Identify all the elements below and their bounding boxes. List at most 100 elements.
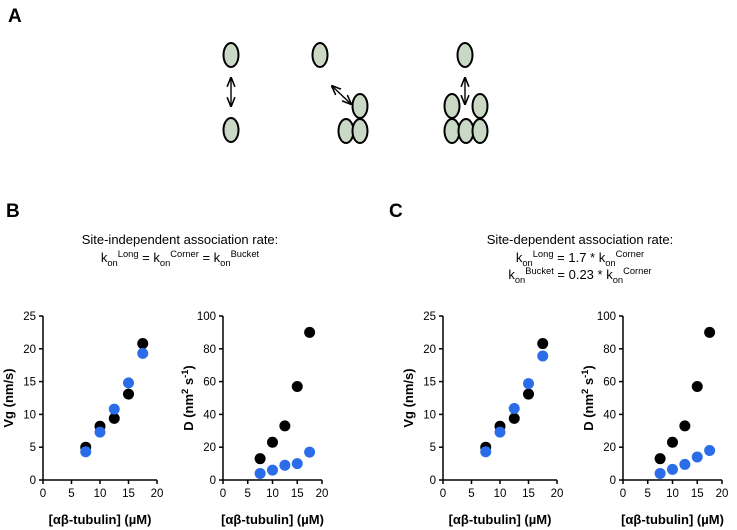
chart: 0 20 40 60 80 100 0 5 10 15 20 [αβ-tubulin] (µM) D (… [580, 311, 728, 527]
subunit [443, 93, 461, 119]
x-tick-label: 20 [151, 488, 164, 500]
x-axis-label: [αβ-tubulin] (µM) [49, 512, 152, 527]
y-tick-label: 10 [23, 409, 36, 421]
point [267, 436, 278, 448]
y-tick-label: 40 [203, 409, 216, 421]
equation: konBucket = 0.23 * konCorner [508, 266, 651, 285]
point [279, 459, 291, 471]
x-tick-label: 10 [494, 488, 507, 500]
text-run: s [581, 378, 596, 389]
x-tick-label: 10 [666, 488, 679, 500]
text-run: k [153, 250, 160, 265]
point [291, 381, 303, 393]
y-tick-label: 20 [203, 442, 216, 454]
y-tick-label: 10 [423, 409, 436, 421]
point [679, 420, 691, 432]
point [304, 326, 316, 338]
subunit [222, 117, 240, 143]
x-tick-label: 5 [68, 488, 74, 500]
x-tick-label: 5 [645, 488, 651, 500]
text-run: = [139, 250, 154, 265]
x-tick-label: 20 [716, 488, 729, 500]
y-tick-label: 80 [203, 344, 216, 356]
text-run: Bucket [525, 266, 554, 276]
point [691, 381, 703, 393]
text-run: ) [581, 365, 596, 369]
point [108, 403, 120, 415]
x-axis-label: [αβ-tubulin] (µM) [449, 512, 552, 527]
subunit [337, 118, 355, 144]
header-title: Site-independent association rate: [82, 232, 279, 247]
point [523, 388, 534, 400]
text-run: k [508, 267, 515, 282]
text-run: Corner [170, 249, 199, 259]
subunit [351, 118, 369, 144]
y-tick-label: 100 [597, 311, 616, 323]
point [279, 420, 291, 432]
x-tick-label: 20 [551, 488, 564, 500]
text-run: on [220, 258, 230, 268]
point [254, 453, 266, 465]
text-run: Corner [616, 249, 645, 259]
panel-label: B [6, 201, 20, 222]
arrow [332, 86, 351, 104]
x-tick-label: 15 [691, 488, 704, 500]
point [94, 426, 106, 438]
schematic [222, 42, 489, 144]
x-tick-label: 5 [245, 488, 251, 500]
x-tick-label: 0 [220, 488, 226, 500]
subunit [471, 93, 489, 119]
x-axis-label: [αβ-tubulin] (µM) [621, 512, 724, 527]
equation: konLong = konCorner = konBucket [101, 249, 260, 268]
text-run: -1 [580, 370, 590, 378]
subunit [222, 42, 240, 68]
y-tick-label: 20 [23, 344, 36, 356]
point [508, 402, 520, 414]
y-axis-label: D (nm2 s-1) [180, 365, 196, 431]
x-tick-label: 0 [40, 488, 46, 500]
header-title: Site-dependent association rate: [487, 232, 673, 247]
text-run: k [214, 250, 221, 265]
subunit [471, 118, 489, 144]
y-axis-label: Vg (nm/s) [1, 368, 16, 427]
text-run: Long [533, 249, 554, 259]
point [291, 458, 303, 470]
y-tick-label: 5 [30, 442, 36, 454]
subunit [457, 118, 475, 144]
y-tick-label: 25 [423, 311, 436, 323]
point [704, 444, 716, 456]
text-run: D (nm [181, 394, 196, 431]
text-run: ) [181, 365, 196, 369]
text-run: 2 [180, 389, 190, 394]
point [123, 388, 134, 400]
point [123, 377, 134, 389]
y-tick-label: 0 [30, 475, 36, 487]
point [304, 446, 316, 458]
x-tick-label: 5 [468, 488, 474, 500]
x-tick-label: 20 [316, 488, 329, 500]
text-run: Long [118, 249, 139, 259]
point [480, 446, 492, 458]
y-tick-label: 15 [423, 377, 436, 389]
point [523, 378, 534, 390]
y-tick-label: 15 [23, 377, 36, 389]
subunit [311, 42, 329, 68]
text-run: Bucket [231, 249, 260, 259]
text-run: k [101, 250, 108, 265]
point [108, 412, 120, 424]
x-tick-label: 0 [620, 488, 626, 500]
text-run: on [107, 258, 117, 268]
x-tick-label: 10 [266, 488, 279, 500]
point [679, 458, 691, 470]
text-run: = 0.23 * [554, 267, 606, 282]
text-run: on [160, 258, 170, 268]
x-tick-label: 0 [440, 488, 446, 500]
y-tick-label: 100 [197, 311, 216, 323]
x-tick-label: 15 [122, 488, 135, 500]
chart: 0 5 10 15 20 25 0 5 10 15 20 [αβ-tubulin] (µM) Vg (n… [1, 311, 163, 527]
point [537, 350, 549, 362]
x-tick-label: 15 [291, 488, 304, 500]
text-run: on [522, 258, 532, 268]
